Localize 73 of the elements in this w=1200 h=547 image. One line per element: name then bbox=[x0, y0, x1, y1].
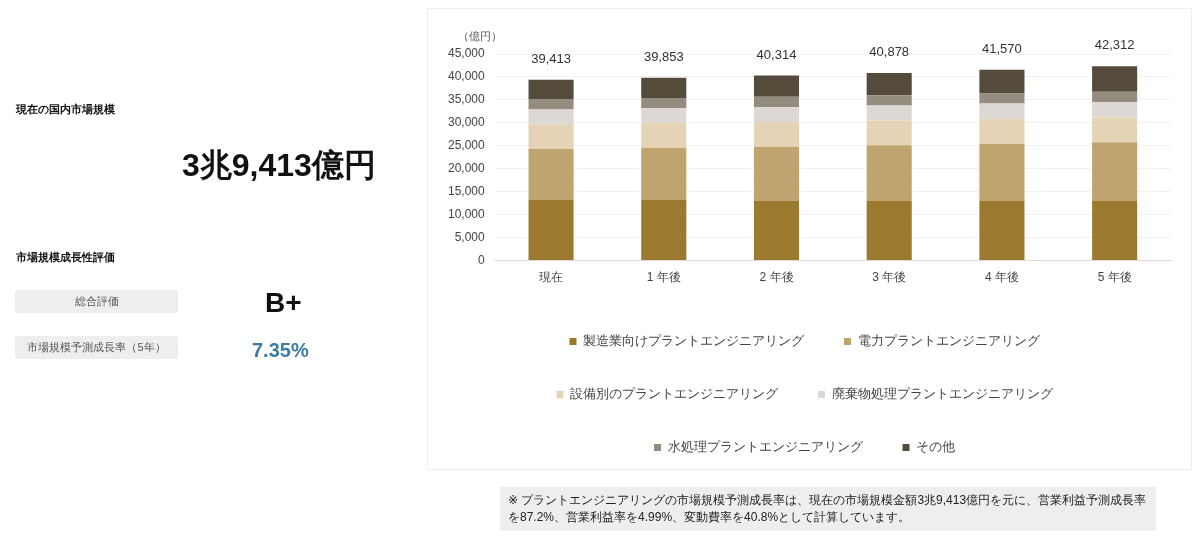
bar bbox=[528, 149, 574, 200]
bar bbox=[641, 98, 687, 109]
bar bbox=[866, 72, 912, 96]
y-tick-label: 5,000 bbox=[454, 229, 486, 244]
bar bbox=[753, 146, 800, 201]
bar bbox=[753, 107, 800, 122]
text: B+ bbox=[265, 287, 302, 319]
legend-label: 水処理プラントエンジニアリング bbox=[667, 439, 864, 455]
total-label: 40,314 bbox=[756, 46, 797, 62]
bar bbox=[1092, 117, 1138, 143]
bar bbox=[753, 96, 800, 108]
bar bbox=[979, 93, 1025, 104]
total-label: 41,570 bbox=[982, 40, 1022, 56]
bar bbox=[641, 147, 687, 200]
bar bbox=[979, 200, 1025, 261]
bar bbox=[753, 75, 800, 97]
legend-label: 電力プラントエンジニアリング bbox=[857, 333, 1041, 349]
y-tick-label: 0 bbox=[478, 252, 486, 267]
bar bbox=[528, 98, 574, 110]
bar bbox=[866, 120, 912, 146]
bar bbox=[641, 200, 687, 261]
y-axis-title: （億円） bbox=[458, 29, 502, 42]
bar bbox=[528, 109, 574, 125]
text: 7.35% bbox=[252, 339, 309, 362]
text: 総合評価 bbox=[15, 290, 178, 313]
total-label: 39,853 bbox=[643, 48, 684, 64]
legend-label: その他 bbox=[916, 439, 955, 455]
bar bbox=[1092, 200, 1138, 261]
total-label: 39,413 bbox=[531, 50, 571, 66]
y-tick-label: 40,000 bbox=[448, 69, 486, 84]
legend-label: 設備別のプラントエンジニアリング bbox=[570, 386, 779, 402]
bar bbox=[528, 124, 574, 150]
text: 3兆9,413億円 bbox=[182, 146, 376, 185]
text: ※ プラントエンジニアリングの市場規模予測成長率は、現在の市場規模金額3兆9,413億円を元に、営業利益予測成長率を87.2%、営業利益率を4.99%、変動費率を40.8%として計算しています。 bbox=[500, 487, 1156, 531]
bar bbox=[979, 143, 1025, 201]
y-tick-label: 15,000 bbox=[448, 184, 486, 199]
y-tick-label: 10,000 bbox=[448, 207, 486, 221]
legend-label: 廃棄物処理プラントエンジニアリング bbox=[831, 386, 1054, 402]
x-tick-label: 3 年後 bbox=[872, 270, 907, 285]
y-tick-label: 20,000 bbox=[448, 161, 486, 176]
bar bbox=[1092, 142, 1138, 201]
y-tick-label: 45,000 bbox=[448, 46, 486, 61]
x-tick-label: 現在 bbox=[539, 270, 564, 285]
bar bbox=[866, 95, 912, 106]
x-tick-label: 1 年後 bbox=[646, 270, 681, 285]
total-label: 42,312 bbox=[1094, 37, 1135, 53]
bar bbox=[866, 200, 912, 261]
bar bbox=[866, 105, 912, 121]
text: 市場規模予測成長率（5年） bbox=[15, 336, 178, 359]
y-tick-label: 35,000 bbox=[448, 92, 486, 107]
total-label: 40,878 bbox=[869, 44, 910, 59]
y-tick-label: 30,000 bbox=[448, 115, 486, 130]
bar bbox=[866, 145, 912, 201]
y-tick-label: 25,000 bbox=[448, 138, 486, 153]
text: 現在の国内市場規模 bbox=[16, 102, 115, 117]
bar bbox=[753, 121, 800, 147]
bar bbox=[753, 200, 800, 261]
x-tick-label: 4 年後 bbox=[984, 270, 1019, 285]
bar bbox=[1092, 91, 1138, 103]
bar bbox=[979, 118, 1025, 144]
x-tick-label: 5 年後 bbox=[1097, 270, 1132, 285]
legend-label: 製造業向けプラントエンジニアリング bbox=[583, 333, 805, 349]
bar bbox=[1092, 66, 1138, 92]
text: 市場規模成長性評価 bbox=[16, 250, 115, 265]
bar bbox=[528, 79, 574, 99]
bar bbox=[979, 103, 1025, 119]
bar bbox=[641, 77, 687, 99]
bar bbox=[1092, 102, 1138, 118]
bar bbox=[528, 200, 574, 261]
bar bbox=[641, 108, 687, 123]
bar bbox=[641, 122, 687, 148]
x-tick-label: 2 年後 bbox=[759, 270, 794, 285]
bar bbox=[979, 69, 1025, 94]
